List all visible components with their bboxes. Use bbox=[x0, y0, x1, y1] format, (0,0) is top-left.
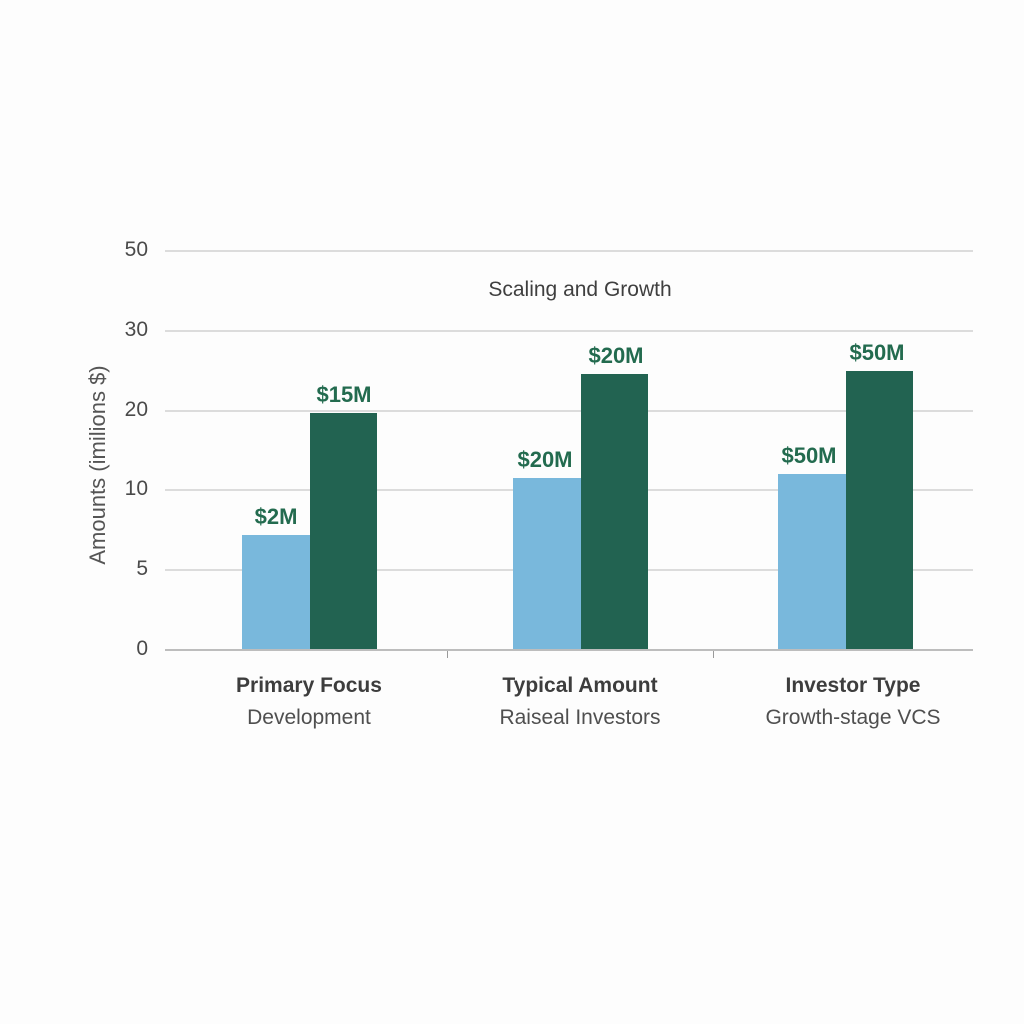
value-label: $2M bbox=[254, 504, 298, 529]
value-label: $20M bbox=[517, 447, 573, 472]
value-label: $20M bbox=[588, 343, 644, 368]
value-label: $15M bbox=[316, 382, 372, 407]
value-label: $50M bbox=[849, 340, 905, 365]
y-tick-label: 30 bbox=[124, 318, 148, 341]
category-title: Investor Type bbox=[785, 674, 921, 697]
y-tick-label: 5 bbox=[136, 557, 148, 580]
category-title: Typical Amount bbox=[502, 674, 658, 697]
category-subtitle: Development bbox=[247, 706, 371, 729]
bar-series1-typical-amount bbox=[513, 478, 581, 650]
bar-series2-primary-focus bbox=[310, 413, 377, 650]
category-title: Primary Focus bbox=[236, 674, 382, 697]
x-tick-mark bbox=[447, 651, 448, 658]
bar-series2-investor-type bbox=[846, 371, 913, 650]
category-subtitle: Raiseal Investors bbox=[499, 706, 661, 729]
category-subtitle: Growth-stage VCS bbox=[765, 706, 941, 729]
category-label-investor-type: Investor Type Growth-stage VCS bbox=[713, 674, 993, 730]
gridline bbox=[165, 410, 973, 412]
category-label-typical-amount: Typical Amount Raiseal Investors bbox=[440, 674, 720, 730]
x-tick-mark bbox=[713, 651, 714, 658]
y-tick-label: 50 bbox=[124, 238, 148, 261]
y-axis-label: Amounts (imilions $) bbox=[85, 365, 110, 565]
bar-series2-typical-amount bbox=[581, 374, 648, 650]
category-label-primary-focus: Primary Focus Development bbox=[169, 674, 449, 730]
bar-series1-primary-focus bbox=[242, 535, 310, 650]
x-axis bbox=[165, 649, 973, 651]
y-tick-label: 20 bbox=[124, 398, 148, 421]
gridline bbox=[165, 330, 973, 332]
bar-series1-investor-type bbox=[778, 474, 846, 650]
y-tick-label: 0 bbox=[136, 637, 148, 660]
value-label: $50M bbox=[781, 443, 837, 468]
gridline bbox=[165, 250, 973, 252]
y-tick-label: 10 bbox=[124, 477, 148, 500]
chart-annotation: Scaling and Growth bbox=[488, 278, 672, 301]
